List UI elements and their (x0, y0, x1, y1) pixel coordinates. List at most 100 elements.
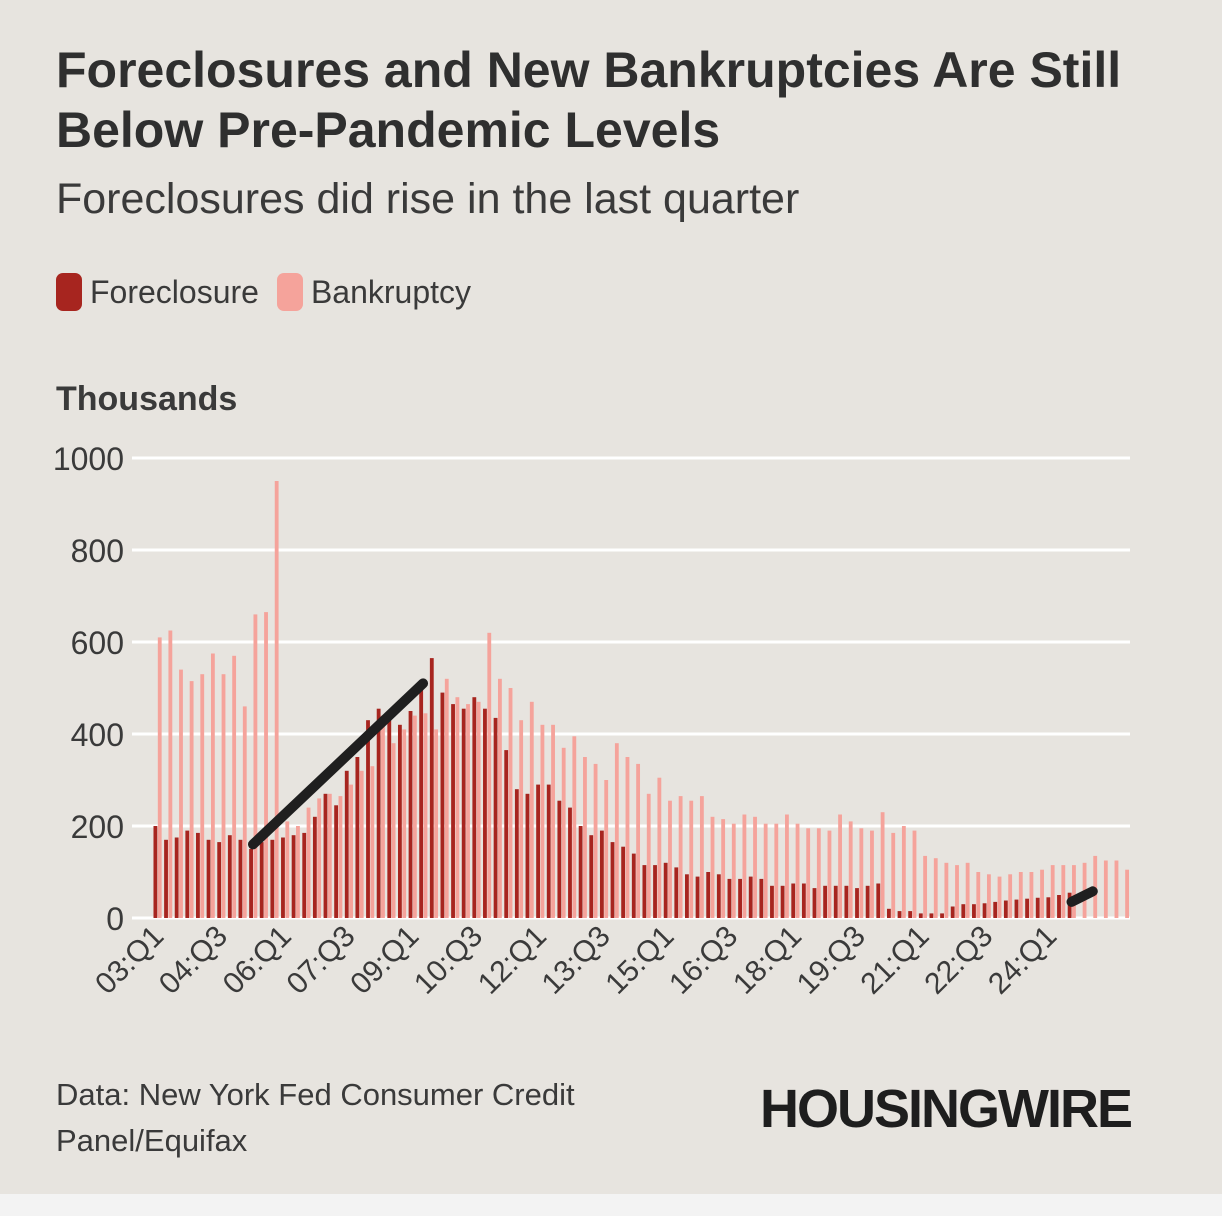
bar-foreclosure (493, 717, 498, 918)
legend-item-bankruptcy: Bankruptcy (276, 273, 471, 311)
bar-bankruptcy (1114, 860, 1119, 918)
bar-bankruptcy (1050, 865, 1055, 918)
bar-bankruptcy (678, 796, 683, 918)
bar-foreclosure (1014, 899, 1019, 918)
bar-foreclosure (1003, 900, 1008, 918)
bar-foreclosure (185, 830, 190, 918)
bar-foreclosure (397, 724, 402, 918)
bar-bankruptcy (689, 800, 694, 918)
bar-bankruptcy (189, 681, 194, 918)
bar-foreclosure (950, 906, 955, 918)
bar-foreclosure (568, 807, 572, 918)
y-axis-unit-label: Thousands (56, 380, 238, 418)
bar-foreclosure (801, 883, 806, 918)
bar-foreclosure (196, 832, 200, 918)
x-tick-label: 09:Q1 (344, 920, 425, 1001)
x-tick-label: 19:Q3 (791, 920, 872, 1001)
bar-foreclosure (472, 697, 477, 918)
bar-foreclosure (281, 837, 285, 918)
bar-foreclosure (663, 862, 668, 918)
bar-bankruptcy (604, 780, 609, 918)
bar-foreclosure (706, 872, 711, 918)
bar-bankruptcy (699, 796, 704, 918)
bar-bankruptcy (1061, 865, 1066, 918)
bar-bankruptcy (1125, 869, 1130, 918)
bar-foreclosure (578, 826, 583, 918)
bar-bankruptcy (731, 823, 736, 918)
bar-bankruptcy (848, 821, 853, 918)
x-tick-label: 07:Q3 (280, 920, 361, 1001)
bar-foreclosure (376, 708, 381, 918)
bar-foreclosure (642, 865, 647, 918)
bar-bankruptcy (986, 874, 991, 918)
bar-bankruptcy (349, 784, 353, 918)
bar-foreclosure (536, 784, 541, 918)
bar-bankruptcy (1008, 874, 1013, 918)
bar-foreclosure (844, 885, 849, 918)
bar-foreclosure (1025, 898, 1030, 918)
bar-bankruptcy (933, 858, 938, 918)
bar-bankruptcy (179, 669, 183, 918)
x-tick-label: 04:Q3 (153, 920, 234, 1001)
bar-foreclosure (833, 885, 838, 918)
bar-bankruptcy (519, 720, 524, 918)
x-tick-label: 22:Q3 (918, 920, 999, 1001)
bar-foreclosure (483, 708, 487, 918)
trend-line (247, 678, 429, 850)
bar-bankruptcy (859, 828, 864, 918)
bar-bankruptcy (1040, 869, 1044, 918)
bar-bankruptcy (806, 828, 811, 918)
bar-foreclosure (727, 878, 732, 918)
bar-bankruptcy (742, 814, 747, 918)
bar-bankruptcy (976, 872, 981, 918)
bar-foreclosure (610, 842, 615, 918)
bar-bankruptcy (444, 678, 449, 918)
bar-foreclosure (780, 885, 785, 918)
bar-bankruptcy (296, 826, 300, 918)
bar-foreclosure (823, 885, 828, 918)
y-tick-label: 400 (71, 717, 124, 753)
bar-bankruptcy (753, 816, 757, 918)
bar-bankruptcy (232, 655, 237, 918)
bar-foreclosure (865, 885, 870, 918)
x-tick-label: 03:Q1 (89, 920, 170, 1001)
bar-bankruptcy (338, 796, 343, 918)
bar-foreclosure (918, 913, 923, 918)
bar-foreclosure (557, 800, 562, 918)
bar-foreclosure (419, 681, 424, 918)
source-note: Data: New York Fed Consumer Credit Panel… (56, 1077, 575, 1158)
bar-foreclosure (504, 750, 509, 918)
bar-bankruptcy (955, 865, 959, 918)
bar-bankruptcy (529, 701, 534, 918)
housingwire-logo: HOUSINGWIRE (760, 1079, 1133, 1139)
x-tick-label: 21:Q1 (855, 920, 936, 1001)
bar-bankruptcy (359, 770, 364, 918)
bar-foreclosure (174, 837, 179, 918)
bar-foreclosure (748, 876, 753, 918)
legend-swatch-bankruptcy (276, 273, 303, 311)
x-tick-label: 15:Q1 (599, 920, 680, 1001)
legend: Foreclosure Bankruptcy (56, 270, 471, 314)
bar-foreclosure (599, 830, 604, 918)
bar-foreclosure (206, 839, 211, 918)
bar-foreclosure (546, 784, 551, 918)
bar-foreclosure (674, 867, 679, 918)
bar-bankruptcy (646, 793, 651, 918)
chart-title: Foreclosures and New Bankruptcies Are St… (56, 42, 1122, 158)
bar-bankruptcy (551, 724, 555, 918)
bar-bankruptcy (668, 800, 672, 918)
trend-lines (247, 678, 1098, 907)
x-tick-label: 06:Q1 (217, 920, 298, 1001)
bar-foreclosure (685, 874, 689, 918)
bar-bankruptcy (891, 832, 896, 918)
bar-foreclosure (589, 835, 594, 918)
bar-foreclosure (1035, 897, 1040, 918)
bar-foreclosure (259, 842, 264, 918)
bar-bankruptcy (901, 826, 906, 918)
bar-foreclosure (886, 908, 891, 918)
bar-foreclosure (344, 770, 349, 918)
bar-bankruptcy (763, 823, 768, 918)
bar-foreclosure (461, 708, 466, 918)
bar-foreclosure (812, 888, 817, 918)
bar-bankruptcy (636, 763, 641, 918)
